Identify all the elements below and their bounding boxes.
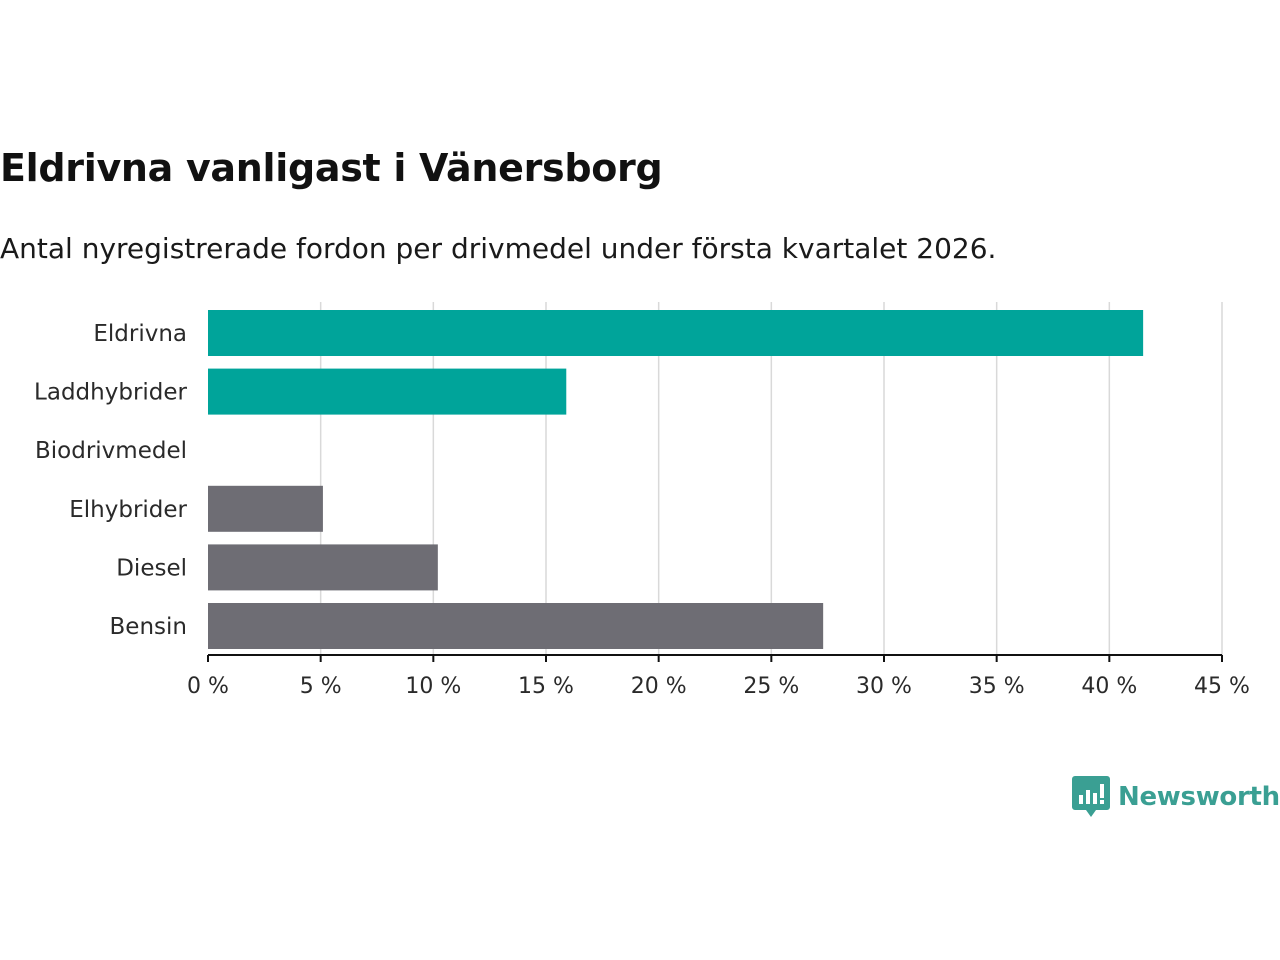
category-labels: Eldrivna Laddhybrider Biodrivmedel Elhybrid… [34,321,187,640]
bar-eldrivna [208,310,1144,356]
x-tick-label: 25 % [743,674,799,699]
newsworthy-logo-icon [1072,776,1110,817]
chart-title: Eldrivna vanligast i Vänersborg [0,146,663,190]
x-tick-label: 10 % [405,674,461,699]
category-label: Biodrivmedel [35,438,187,464]
x-tick-label: 45 % [1194,674,1250,699]
category-label: Diesel [116,555,187,581]
x-tick-label: 15 % [518,674,574,699]
newsworthy-logo: Newsworthy [1072,776,1280,818]
category-label: Bensin [110,614,187,640]
bar-elhybrider [208,485,323,532]
x-tick-label: 30 % [856,674,912,699]
grid-lines [319,302,1223,655]
x-tick-label: 40 % [1081,674,1137,699]
category-label: Eldrivna [93,321,187,347]
category-label: Laddhybrider [34,380,187,406]
bar-laddhybrider [208,368,567,415]
x-axis: 0 % 5 % 10 % 15 % 20 % 25 % 30 % 35 % 40 % 45 % [187,654,1250,699]
x-tick-label: 35 % [969,674,1025,699]
bars [208,310,1144,649]
bar-diesel [208,544,438,591]
category-label: Elhybrider [69,497,187,523]
x-tick-label: 5 % [300,674,342,699]
bar-bensin [208,603,824,649]
x-tick-label: 20 % [631,674,687,699]
newsworthy-wordmark: Newsworthy [1118,782,1280,812]
chart-subtitle: Antal nyregistrerade fordon per drivmede… [0,232,997,265]
x-tick-label: 0 % [187,674,229,699]
